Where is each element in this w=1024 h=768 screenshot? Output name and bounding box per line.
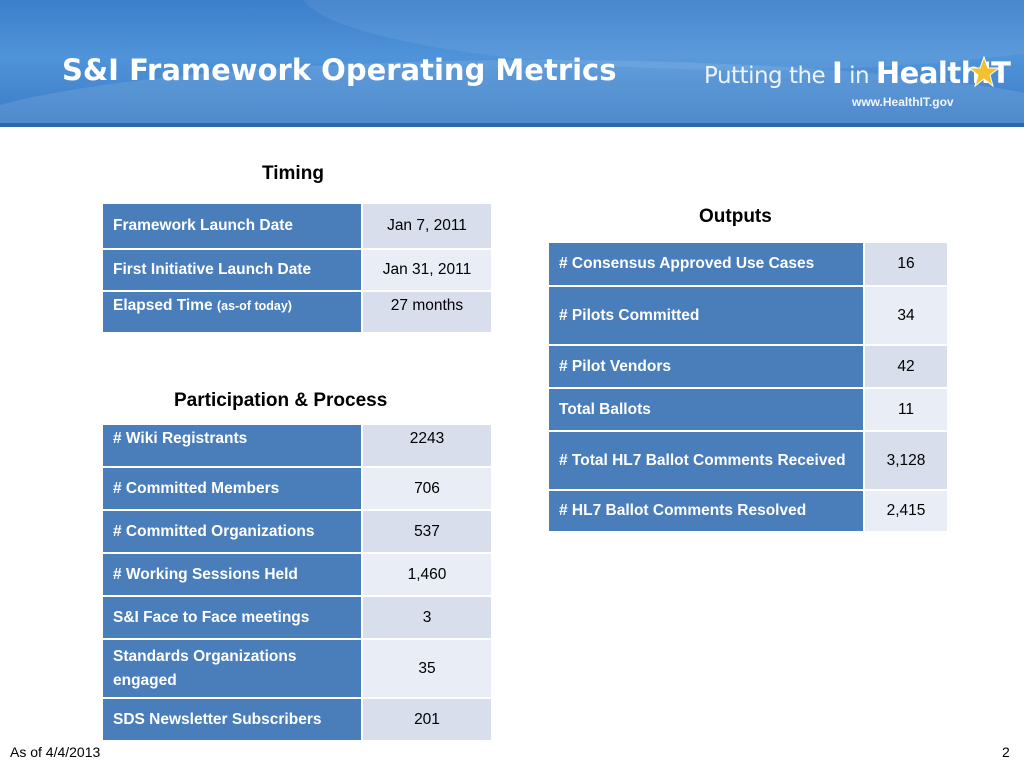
- table-row: S&I Face to Face meetings 3: [103, 597, 491, 638]
- outputs-value: 3,128: [865, 432, 947, 489]
- participation-label: SDS Newsletter Subscribers: [103, 699, 363, 740]
- page-title: S&I Framework Operating Metrics: [62, 53, 617, 87]
- participation-table: # Wiki Registrants 2243 # Committed Memb…: [103, 423, 491, 742]
- participation-label: S&I Face to Face meetings: [103, 597, 363, 638]
- outputs-value: 11: [865, 389, 947, 430]
- participation-value: 1,460: [363, 554, 491, 595]
- timing-value: 27 months: [363, 292, 491, 332]
- page-number: 2: [1002, 744, 1010, 760]
- healthit-logo: Putting the I in HealthIT www.HealthIT.g…: [704, 56, 1011, 116]
- timing-title: Timing: [262, 163, 324, 184]
- participation-value: 3: [363, 597, 491, 638]
- table-row: Framework Launch Date Jan 7, 2011: [103, 204, 491, 248]
- outputs-label: # HL7 Ballot Comments Resolved: [549, 491, 865, 531]
- table-row: # Working Sessions Held 1,460: [103, 554, 491, 595]
- participation-value: 537: [363, 511, 491, 552]
- table-row: # Committed Organizations 537: [103, 511, 491, 552]
- outputs-title: Outputs: [699, 206, 772, 227]
- logo-url: www.HealthIT.gov: [852, 95, 954, 109]
- outputs-label: # Pilot Vendors: [549, 346, 865, 387]
- participation-value: 201: [363, 699, 491, 740]
- timing-value: Jan 31, 2011: [363, 250, 491, 290]
- participation-label: # Committed Organizations: [103, 511, 363, 552]
- participation-value: 2243: [363, 425, 491, 466]
- logo-text-i: I: [832, 56, 843, 90]
- table-row: Elapsed Time (as-of today) 27 months: [103, 292, 491, 332]
- outputs-table: # Consensus Approved Use Cases 16 # Pilo…: [549, 241, 947, 533]
- logo-text: Putting the I in HealthIT: [704, 56, 1011, 90]
- outputs-label: # Consensus Approved Use Cases: [549, 243, 865, 285]
- outputs-value: 34: [865, 287, 947, 344]
- table-row: First Initiative Launch Date Jan 31, 201…: [103, 250, 491, 290]
- outputs-value: 2,415: [865, 491, 947, 531]
- outputs-label: # Pilots Committed: [549, 287, 865, 344]
- outputs-label: # Total HL7 Ballot Comments Received: [549, 432, 865, 489]
- timing-value: Jan 7, 2011: [363, 204, 491, 248]
- timing-label: Elapsed Time (as-of today): [103, 292, 363, 332]
- participation-label: # Working Sessions Held: [103, 554, 363, 595]
- table-row: # Pilot Vendors 42: [549, 346, 947, 387]
- outputs-value: 16: [865, 243, 947, 285]
- participation-label: # Wiki Registrants: [103, 425, 363, 466]
- table-row: Total Ballots 11: [549, 389, 947, 430]
- as-of-date: As of 4/4/2013: [10, 744, 101, 760]
- participation-value: 706: [363, 468, 491, 509]
- table-row: SDS Newsletter Subscribers 201: [103, 699, 491, 740]
- table-row: Standards Organizations engaged 35: [103, 640, 491, 697]
- star-icon: [968, 56, 1000, 88]
- timing-label: Framework Launch Date: [103, 204, 363, 248]
- timing-label-text: Elapsed Time: [113, 297, 217, 314]
- table-row: # Consensus Approved Use Cases 16: [549, 243, 947, 285]
- table-row: # Committed Members 706: [103, 468, 491, 509]
- logo-text-prefix: Putting the: [704, 63, 833, 89]
- table-row: # Pilots Committed 34: [549, 287, 947, 344]
- participation-title: Participation & Process: [174, 390, 388, 411]
- participation-label: # Committed Members: [103, 468, 363, 509]
- participation-label: Standards Organizations engaged: [103, 640, 363, 697]
- timing-label-note: (as-of today): [216, 299, 292, 313]
- header-divider: [0, 123, 1024, 127]
- table-row: # Total HL7 Ballot Comments Received 3,1…: [549, 432, 947, 489]
- table-row: # Wiki Registrants 2243: [103, 425, 491, 466]
- logo-text-in: in: [842, 63, 876, 89]
- outputs-label: Total Ballots: [549, 389, 865, 430]
- timing-label: First Initiative Launch Date: [103, 250, 363, 290]
- participation-value: 35: [363, 640, 491, 697]
- logo-text-health: Health: [875, 56, 981, 90]
- slide-header: S&I Framework Operating Metrics Putting …: [0, 0, 1024, 127]
- outputs-value: 42: [865, 346, 947, 387]
- table-row: # HL7 Ballot Comments Resolved 2,415: [549, 491, 947, 531]
- timing-table: Framework Launch Date Jan 7, 2011 First …: [103, 202, 491, 334]
